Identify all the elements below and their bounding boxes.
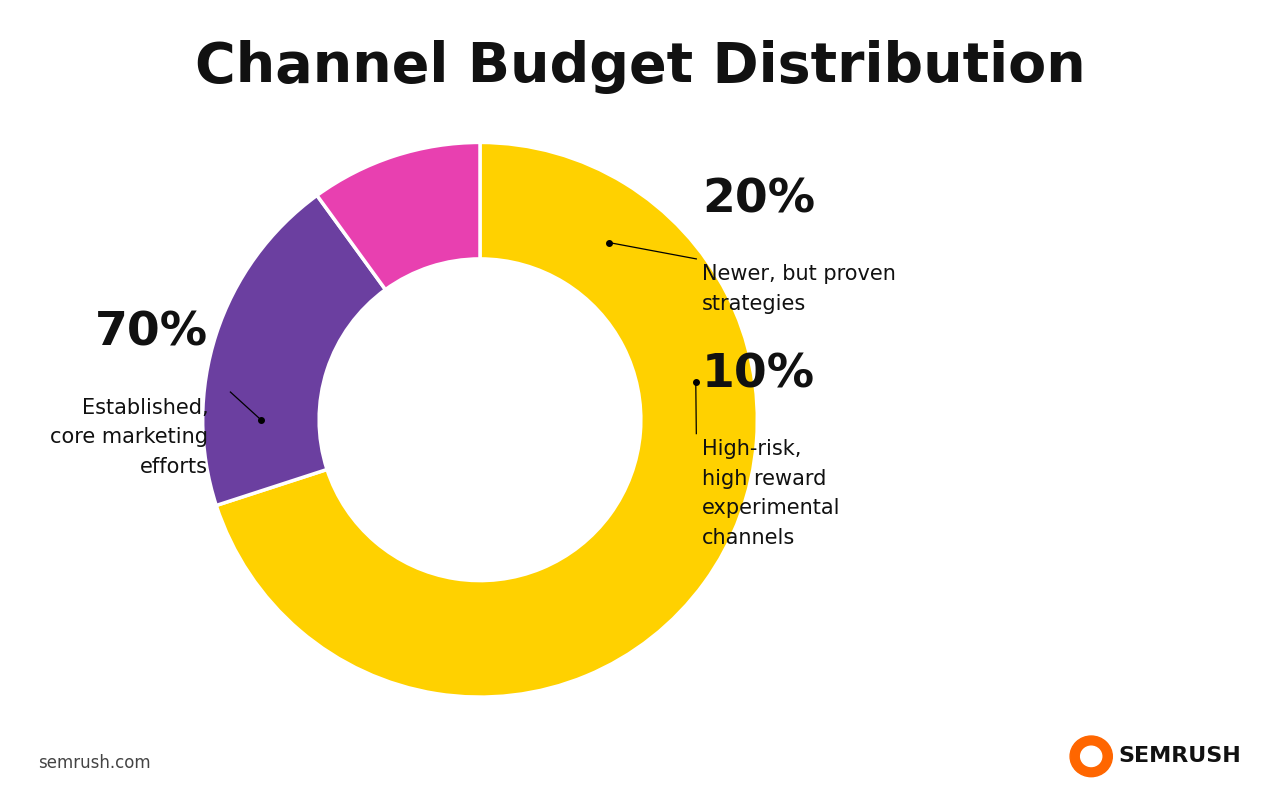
Text: SEMRUSH: SEMRUSH	[1119, 746, 1240, 767]
Text: semrush.com: semrush.com	[38, 754, 151, 772]
Text: 70%: 70%	[95, 311, 209, 356]
Text: Established,
core marketing
efforts: Established, core marketing efforts	[50, 398, 209, 477]
Text: Channel Budget Distribution: Channel Budget Distribution	[195, 40, 1085, 93]
Circle shape	[1070, 736, 1112, 777]
Text: 20%: 20%	[701, 178, 815, 223]
Wedge shape	[216, 143, 758, 697]
Wedge shape	[317, 143, 480, 290]
Text: Newer, but proven
strategies: Newer, but proven strategies	[701, 265, 896, 314]
Wedge shape	[202, 196, 385, 505]
Text: 10%: 10%	[701, 352, 815, 398]
Circle shape	[1080, 746, 1102, 767]
Text: High-risk,
high reward
experimental
channels: High-risk, high reward experimental chan…	[701, 440, 841, 548]
